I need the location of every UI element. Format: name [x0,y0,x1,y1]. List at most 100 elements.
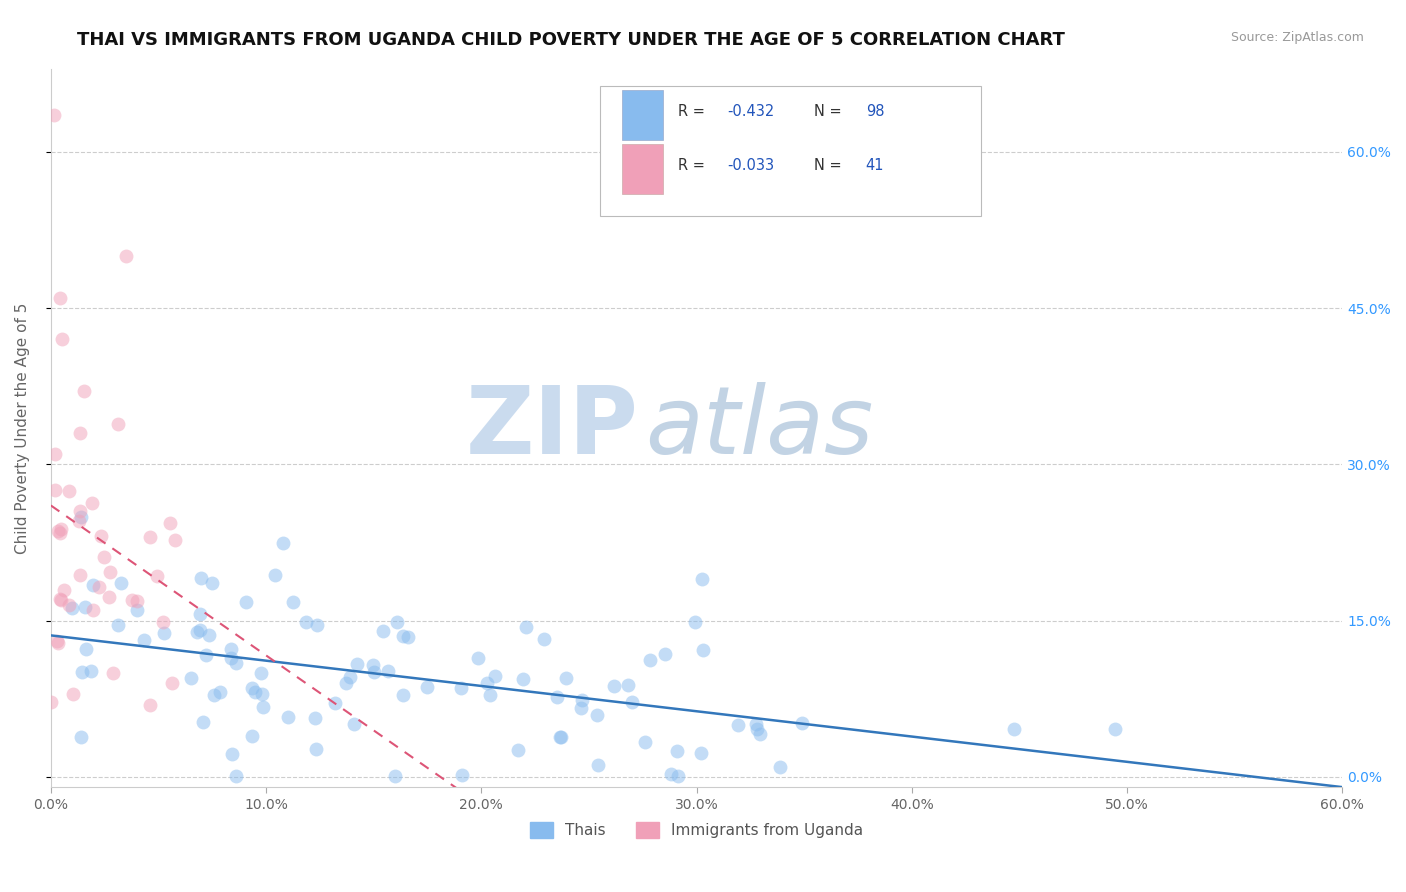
Point [98,590,121,604]
Point [49,523,72,537]
Point [46,524,69,538]
Point [225,656,247,670]
Point [45,634,67,648]
Point [512,672,534,686]
Point [555,671,578,685]
Point [52,583,75,598]
Point [69,504,91,518]
Point [139,530,162,544]
Point [475,676,498,690]
Point [361,657,384,672]
Point [335,676,357,690]
Point [467,651,489,665]
Point [304,711,326,725]
Point [617,678,640,692]
Point [195,648,218,663]
Point [346,657,368,671]
Point [107,417,129,432]
Text: R =: R = [679,104,710,120]
Text: R =: R = [679,158,710,173]
Point [125,603,148,617]
Point [49,593,72,607]
Point [450,768,472,782]
Point [240,681,263,695]
Point [75,599,97,614]
Point [571,693,593,707]
Point [243,685,266,699]
Point [44,483,66,498]
Point [49,291,72,305]
Point [114,249,136,263]
Point [191,714,214,729]
Point [343,716,366,731]
Point [620,695,643,709]
Point [46,636,69,650]
Point [283,595,305,609]
Text: -0.033: -0.033 [727,158,775,173]
Point [190,571,212,585]
Point [371,624,394,639]
Point [264,567,287,582]
Point [49,592,72,607]
Point [515,620,537,634]
Point [70,731,93,745]
Point [659,767,682,781]
Point [139,698,162,712]
Point [80,664,103,678]
Point [58,484,80,499]
Point [75,642,97,657]
Point [162,676,184,690]
Point [586,707,609,722]
Point [339,670,361,684]
Point [416,680,439,694]
Point [82,602,104,616]
Point [209,685,232,699]
Point [396,630,419,644]
Point [654,648,676,662]
Point [277,710,299,724]
Point [690,746,713,760]
Text: Source: ZipAtlas.com: Source: ZipAtlas.com [1230,31,1364,45]
Point [69,510,91,524]
Point [506,742,529,756]
Point [304,741,326,756]
Point [198,628,221,642]
Point [70,665,93,679]
Point [82,577,104,591]
Point [546,690,568,704]
Point [221,747,243,761]
Text: atlas: atlas [645,383,873,474]
Point [51,332,73,346]
Point [188,623,211,637]
Point [745,722,768,736]
Point [219,650,242,665]
Point [62,687,84,701]
Point [384,769,406,783]
Point [744,717,766,731]
Point [121,593,143,607]
Point [201,575,224,590]
Point [250,665,273,680]
Point [202,688,225,702]
Point [450,681,472,695]
Point [190,607,212,621]
Point [225,769,247,783]
Point [146,569,169,583]
Point [69,425,91,440]
Text: THAI VS IMMIGRANTS FROM UGANDA CHILD POVERTY UNDER THE AGE OF 5 CORRELATION CHAR: THAI VS IMMIGRANTS FROM UGANDA CHILD POV… [77,31,1066,49]
Y-axis label: Child Poverty Under the Age of 5: Child Poverty Under the Age of 5 [15,302,30,554]
Point [638,653,661,667]
Point [186,624,208,639]
Point [569,701,592,715]
Point [1104,723,1126,737]
Point [163,533,186,547]
Point [387,615,409,629]
Point [69,567,91,582]
Point [665,744,688,758]
Point [89,581,111,595]
Text: -0.432: -0.432 [727,104,775,120]
Point [294,615,316,629]
Point [159,516,181,530]
Point [692,643,714,657]
Point [634,735,657,749]
